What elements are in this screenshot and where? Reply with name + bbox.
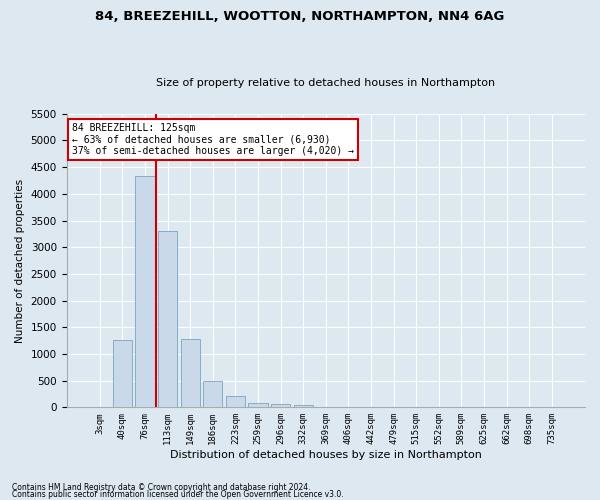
Text: 84, BREEZEHILL, WOOTTON, NORTHAMPTON, NN4 6AG: 84, BREEZEHILL, WOOTTON, NORTHAMPTON, NN… <box>95 10 505 23</box>
Bar <box>181 339 200 407</box>
Bar <box>113 340 132 407</box>
Bar <box>293 404 313 407</box>
X-axis label: Distribution of detached houses by size in Northampton: Distribution of detached houses by size … <box>170 450 482 460</box>
Text: Contains public sector information licensed under the Open Government Licence v3: Contains public sector information licen… <box>12 490 344 499</box>
Bar <box>271 404 290 407</box>
Bar <box>158 231 177 408</box>
Title: Size of property relative to detached houses in Northampton: Size of property relative to detached ho… <box>156 78 496 88</box>
Text: 84 BREEZEHILL: 125sqm
← 63% of detached houses are smaller (6,930)
37% of semi-d: 84 BREEZEHILL: 125sqm ← 63% of detached … <box>72 122 354 156</box>
Y-axis label: Number of detached properties: Number of detached properties <box>15 178 25 342</box>
Bar <box>248 402 268 407</box>
Bar <box>136 176 155 408</box>
Bar <box>203 381 223 407</box>
Bar <box>226 396 245 407</box>
Text: Contains HM Land Registry data © Crown copyright and database right 2024.: Contains HM Land Registry data © Crown c… <box>12 484 311 492</box>
